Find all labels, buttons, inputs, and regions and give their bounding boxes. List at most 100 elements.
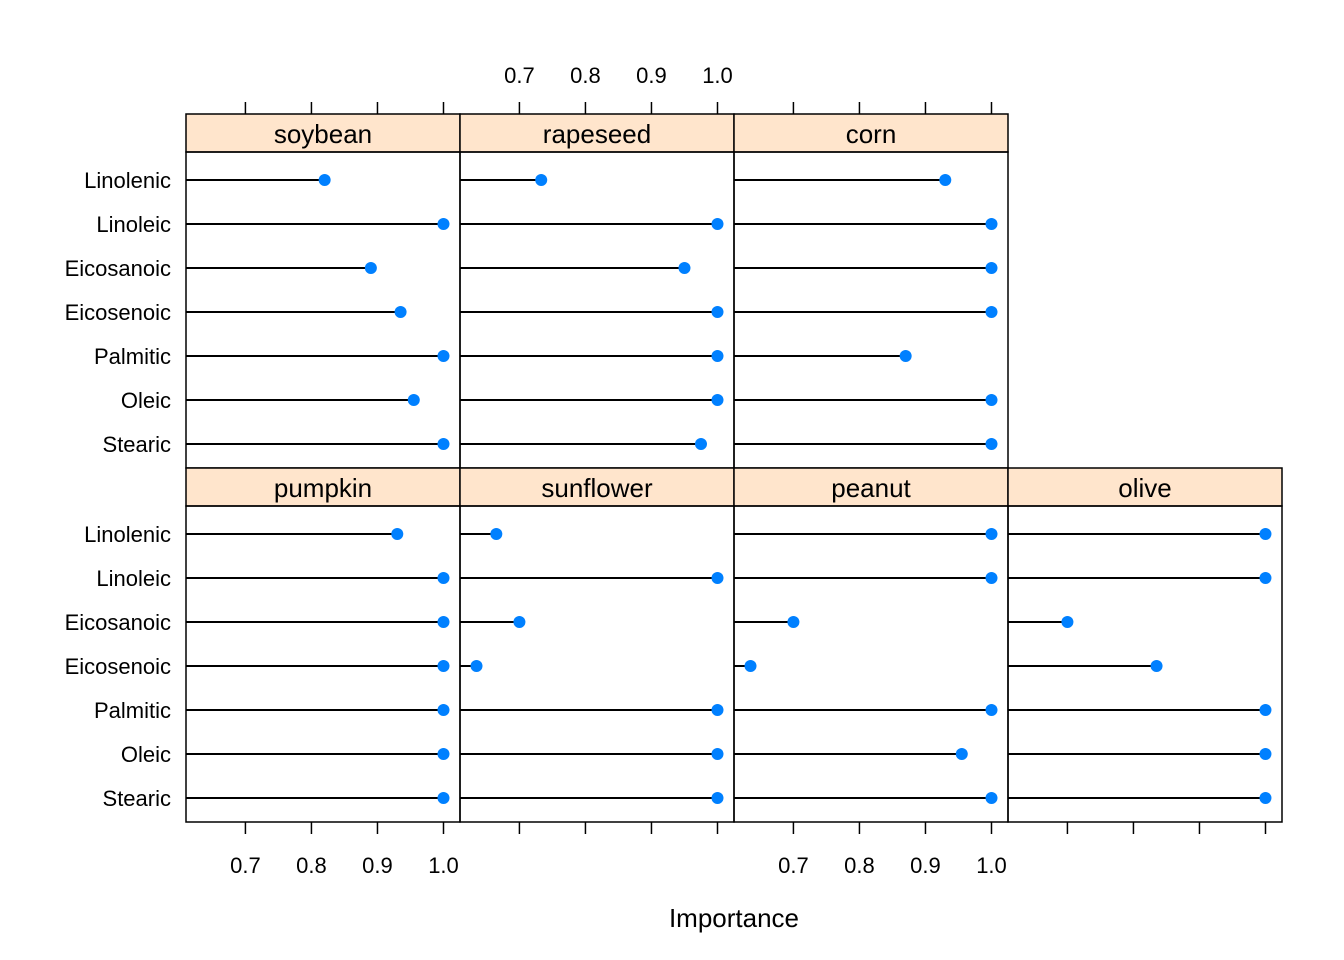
point-sunflower-linolenic — [490, 528, 503, 540]
x-tick-label: 0.9 — [910, 853, 941, 878]
y-tick-label-linolenic: Linolenic — [84, 168, 171, 193]
x-axis-title: Importance — [669, 903, 799, 933]
point-pumpkin-eicosanoic — [437, 616, 450, 628]
x-tick-label: 1.0 — [428, 853, 459, 878]
point-pumpkin-palmitic — [437, 704, 450, 716]
point-sunflower-eicosanoic — [513, 616, 526, 628]
point-rapeseed-oleic — [711, 394, 724, 406]
x-tick-label: 0.8 — [570, 63, 601, 88]
point-rapeseed-stearic — [694, 438, 707, 450]
x-tick-label: 0.9 — [362, 853, 393, 878]
y-tick-label-linolenic: Linolenic — [84, 522, 171, 547]
plot-area-peanut — [733, 505, 1009, 823]
point-peanut-linoleic — [985, 572, 998, 584]
axes: Linolenic Linoleic Eicosanoic Eicosenoic Pal… — [65, 63, 1267, 878]
panel-olive: olive — [1007, 467, 1283, 823]
y-tick-label-eicosenoic: Eicosenoic — [65, 654, 171, 679]
strip-olive — [1007, 467, 1283, 507]
x-tick-label: 0.7 — [504, 63, 535, 88]
plot-area-olive — [1007, 505, 1283, 823]
point-corn-eicosenoic — [985, 306, 998, 318]
point-pumpkin-linoleic — [437, 572, 450, 584]
point-rapeseed-linoleic — [711, 218, 724, 230]
strip-label-pumpkin: pumpkin — [274, 473, 372, 503]
point-peanut-eicosenoic — [744, 660, 757, 672]
strip-label-olive: olive — [1118, 473, 1171, 503]
plot-area-pumpkin — [185, 505, 461, 823]
strip-rapeseed — [459, 113, 735, 153]
point-pumpkin-linolenic — [391, 528, 404, 540]
point-soybean-stearic — [437, 438, 450, 450]
panel-corn: corn — [733, 113, 1009, 469]
point-peanut-palmitic — [985, 704, 998, 716]
x-tick-label: 0.7 — [230, 853, 261, 878]
point-peanut-eicosanoic — [787, 616, 800, 628]
point-soybean-oleic — [407, 394, 420, 406]
point-soybean-linolenic — [318, 174, 331, 186]
y-tick-label-eicosenoic: Eicosenoic — [65, 300, 171, 325]
point-soybean-linoleic — [437, 218, 450, 230]
panel-rapeseed: rapeseed — [459, 113, 735, 469]
point-peanut-linolenic — [985, 528, 998, 540]
y-tick-label-stearic: Stearic — [103, 786, 171, 811]
x-tick-label: 0.8 — [844, 853, 875, 878]
x-tick-label: 0.7 — [778, 853, 809, 878]
point-pumpkin-oleic — [437, 748, 450, 760]
panel-pumpkin: pumpkin — [185, 467, 461, 823]
y-tick-label-eicosanoic: Eicosanoic — [65, 610, 171, 635]
point-corn-eicosanoic — [985, 262, 998, 274]
plot-area-soybean — [185, 151, 461, 469]
strip-pumpkin — [185, 467, 461, 507]
point-olive-linoleic — [1259, 572, 1272, 584]
point-sunflower-oleic — [711, 748, 724, 760]
x-tick-label: 0.9 — [636, 63, 667, 88]
y-tick-label-stearic: Stearic — [103, 432, 171, 457]
x-tick-label: 1.0 — [976, 853, 1007, 878]
point-rapeseed-linolenic — [535, 174, 548, 186]
panel-peanut: peanut — [733, 467, 1009, 823]
strip-soybean — [185, 113, 461, 153]
point-sunflower-stearic — [711, 792, 724, 804]
plot-area-rapeseed — [459, 151, 735, 469]
point-olive-stearic — [1259, 792, 1272, 804]
x-tick-label: 1.0 — [702, 63, 733, 88]
point-olive-eicosanoic — [1061, 616, 1074, 628]
strip-label-peanut: peanut — [831, 473, 911, 503]
point-sunflower-palmitic — [711, 704, 724, 716]
point-sunflower-linoleic — [711, 572, 724, 584]
point-pumpkin-stearic — [437, 792, 450, 804]
strip-label-rapeseed: rapeseed — [543, 119, 651, 149]
strip-corn — [733, 113, 1009, 153]
panel-soybean: soybean — [185, 113, 461, 469]
y-tick-label-eicosanoic: Eicosanoic — [65, 256, 171, 281]
plot-area-corn — [733, 151, 1009, 469]
x-tick-label: 0.8 — [296, 853, 327, 878]
point-soybean-eicosenoic — [394, 306, 407, 318]
point-pumpkin-eicosenoic — [437, 660, 450, 672]
strip-sunflower — [459, 467, 735, 507]
y-tick-label-palmitic: Palmitic — [94, 344, 171, 369]
strip-label-soybean: soybean — [274, 119, 372, 149]
point-olive-eicosenoic — [1150, 660, 1163, 672]
point-rapeseed-eicosenoic — [711, 306, 724, 318]
strip-label-corn: corn — [846, 119, 897, 149]
y-tick-label-oleic: Oleic — [121, 742, 171, 767]
point-olive-palmitic — [1259, 704, 1272, 716]
point-peanut-stearic — [985, 792, 998, 804]
point-soybean-eicosanoic — [364, 262, 377, 274]
point-corn-linoleic — [985, 218, 998, 230]
panels: soybean rapeseed corn pumpkin sunflower peanu… — [185, 113, 1283, 823]
point-olive-oleic — [1259, 748, 1272, 760]
point-corn-oleic — [985, 394, 998, 406]
y-tick-label-linoleic: Linoleic — [96, 212, 171, 237]
point-corn-palmitic — [899, 350, 912, 362]
y-tick-label-palmitic: Palmitic — [94, 698, 171, 723]
plot-area-sunflower — [459, 505, 735, 823]
strip-label-sunflower: sunflower — [541, 473, 653, 503]
point-soybean-palmitic — [437, 350, 450, 362]
point-corn-stearic — [985, 438, 998, 450]
point-olive-linolenic — [1259, 528, 1272, 540]
point-rapeseed-palmitic — [711, 350, 724, 362]
point-peanut-oleic — [955, 748, 968, 760]
y-tick-label-linoleic: Linoleic — [96, 566, 171, 591]
